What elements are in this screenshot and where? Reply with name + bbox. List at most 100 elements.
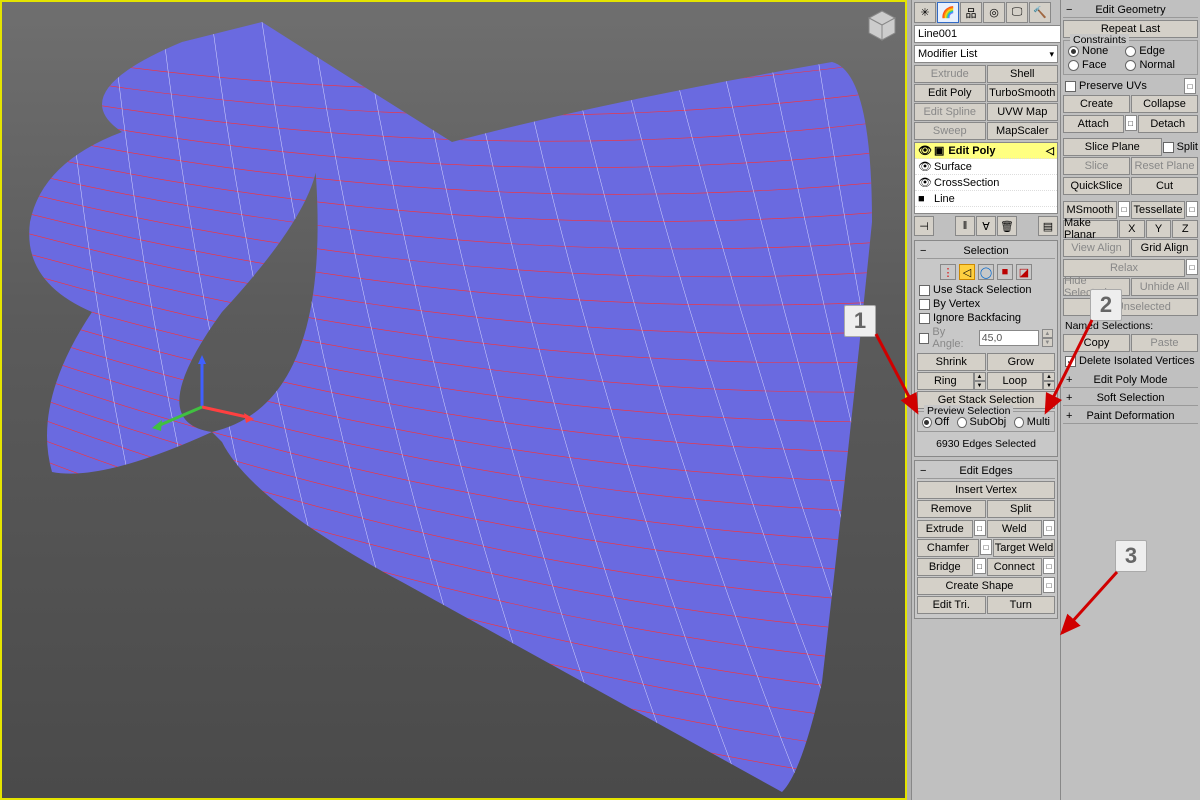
relax-settings-icon[interactable]: □ xyxy=(1186,259,1198,275)
target-weld-button[interactable]: Target Weld xyxy=(993,539,1055,557)
border-mode-icon[interactable]: ◯ xyxy=(978,264,994,280)
unhide-all-button[interactable]: Unhide All xyxy=(1131,278,1198,296)
copy-button[interactable]: Copy xyxy=(1063,334,1130,352)
cut-button[interactable]: Cut xyxy=(1131,177,1198,195)
by-angle-check[interactable]: By Angle: ▲▼ xyxy=(917,325,1055,351)
configure-sets-icon[interactable]: ▤ xyxy=(1038,216,1058,236)
chamfer-button[interactable]: Chamfer xyxy=(917,539,979,557)
insert-vertex-button[interactable]: Insert Vertex xyxy=(917,481,1055,499)
edit-geometry-header[interactable]: Edit Geometry xyxy=(1063,2,1198,18)
create-button[interactable]: Create xyxy=(1063,95,1130,113)
use-stack-selection-check[interactable]: Use Stack Selection xyxy=(917,283,1055,297)
pin-stack-icon[interactable]: ⊣ xyxy=(914,216,934,236)
bridge-settings-icon[interactable]: □ xyxy=(974,558,986,574)
angle-spinner[interactable]: ▲▼ xyxy=(1042,329,1053,347)
reset-plane-button[interactable]: Reset Plane xyxy=(1131,157,1198,175)
viewcube[interactable] xyxy=(864,8,900,44)
shrink-button[interactable]: Shrink xyxy=(917,353,986,371)
motion-tab-icon[interactable]: ◎ xyxy=(983,2,1005,23)
slice-button[interactable]: Slice xyxy=(1063,157,1130,175)
preserve-uvs-check[interactable]: Preserve UVs□ xyxy=(1063,77,1198,95)
slice-plane-button[interactable]: Slice Plane xyxy=(1063,138,1162,156)
view-align-button[interactable]: View Align xyxy=(1063,239,1130,257)
utilities-tab-icon[interactable]: 🔨 xyxy=(1029,2,1051,23)
attach-settings-icon[interactable]: □ xyxy=(1125,115,1137,131)
weld-button[interactable]: Weld xyxy=(987,520,1043,538)
hierarchy-tab-icon[interactable]: 品 xyxy=(960,2,982,23)
element-mode-icon[interactable]: ◪ xyxy=(1016,264,1032,280)
preview-subobj-radio[interactable] xyxy=(957,417,967,428)
planar-z-button[interactable]: Z xyxy=(1172,220,1198,238)
make-planar-button[interactable]: Make Planar xyxy=(1063,220,1118,238)
grid-align-button[interactable]: Grid Align xyxy=(1131,239,1198,257)
loop-spinner[interactable]: ▲▼ xyxy=(1043,372,1055,390)
show-end-result-icon[interactable]: ‖ xyxy=(955,216,975,236)
display-tab-icon[interactable]: 🖵 xyxy=(1006,2,1028,23)
remove-modifier-icon[interactable]: 🗑 xyxy=(997,216,1017,236)
extrude-button[interactable]: Extrude xyxy=(917,520,973,538)
split-button[interactable]: Split xyxy=(987,500,1056,518)
viewport[interactable] xyxy=(0,0,907,800)
turn-button[interactable]: Turn xyxy=(987,596,1056,614)
modifier-extrude-button[interactable]: Extrude xyxy=(914,65,986,83)
delete-isolated-check[interactable]: Delete Isolated Vertices xyxy=(1063,354,1198,368)
paint-deformation-header[interactable]: Paint Deformation xyxy=(1063,408,1198,424)
quickslice-button[interactable]: QuickSlice xyxy=(1063,177,1130,195)
split-check[interactable] xyxy=(1163,142,1174,153)
stack-item-surface[interactable]: 👁Surface xyxy=(915,159,1057,175)
tessellate-button[interactable]: Tessellate xyxy=(1131,201,1185,219)
tessellate-settings-icon[interactable]: □ xyxy=(1186,201,1198,217)
constraint-edge-radio[interactable] xyxy=(1125,46,1136,57)
create-shape-button[interactable]: Create Shape xyxy=(917,577,1042,595)
hide-unselected-button[interactable]: Hide Unselected xyxy=(1063,298,1198,316)
attach-button[interactable]: Attach xyxy=(1063,115,1124,133)
constraint-none-radio[interactable] xyxy=(1068,46,1079,57)
modifier-editpoly-button[interactable]: Edit Poly xyxy=(914,84,986,102)
grow-button[interactable]: Grow xyxy=(987,353,1056,371)
ring-spinner[interactable]: ▲▼ xyxy=(974,372,986,390)
constraint-face-radio[interactable] xyxy=(1068,60,1079,71)
modifier-shell-button[interactable]: Shell xyxy=(987,65,1059,83)
detach-button[interactable]: Detach xyxy=(1138,115,1199,133)
weld-settings-icon[interactable]: □ xyxy=(1043,520,1055,536)
bridge-button[interactable]: Bridge xyxy=(917,558,973,576)
modifier-sweep-button[interactable]: Sweep xyxy=(914,122,986,140)
connect-settings-icon[interactable]: □ xyxy=(1043,558,1055,574)
preview-multi-radio[interactable] xyxy=(1014,417,1024,428)
collapse-button[interactable]: Collapse xyxy=(1131,95,1198,113)
edit-tri-button[interactable]: Edit Tri. xyxy=(917,596,986,614)
modifier-editspline-button[interactable]: Edit Spline xyxy=(914,103,986,121)
remove-button[interactable]: Remove xyxy=(917,500,986,518)
preview-off-radio[interactable] xyxy=(922,417,932,428)
extrude-settings-icon[interactable]: □ xyxy=(974,520,986,536)
modifier-list-dropdown[interactable]: Modifier List xyxy=(914,45,1058,63)
edit-edges-header[interactable]: Edit Edges xyxy=(917,463,1055,479)
preserve-uvs-settings-icon[interactable]: □ xyxy=(1184,78,1196,94)
modifier-stack[interactable]: 👁▣Edit Poly👁Surface👁CrossSection■Line xyxy=(914,142,1058,214)
polygon-mode-icon[interactable]: ■ xyxy=(997,264,1013,280)
modify-tab-icon[interactable]: 🌈 xyxy=(937,2,959,23)
planar-y-button[interactable]: Y xyxy=(1146,220,1172,238)
soft-selection-header[interactable]: Soft Selection xyxy=(1063,390,1198,406)
chamfer-settings-icon[interactable]: □ xyxy=(980,539,992,555)
stack-item-line[interactable]: ■Line xyxy=(915,191,1057,207)
vertex-mode-icon[interactable]: ⋮ xyxy=(940,264,956,280)
connect-button[interactable]: Connect xyxy=(987,558,1043,576)
edit-poly-mode-header[interactable]: Edit Poly Mode xyxy=(1063,372,1198,388)
create-shape-settings-icon[interactable]: □ xyxy=(1043,577,1055,593)
loop-button[interactable]: Loop xyxy=(987,372,1044,390)
make-unique-icon[interactable]: ∀ xyxy=(976,216,996,236)
stack-item-editpoly[interactable]: 👁▣Edit Poly xyxy=(915,143,1057,159)
selection-header[interactable]: Selection xyxy=(917,243,1055,259)
planar-x-button[interactable]: X xyxy=(1119,220,1145,238)
paste-button[interactable]: Paste xyxy=(1131,334,1198,352)
edge-mode-icon[interactable]: ◁ xyxy=(959,264,975,280)
create-tab-icon[interactable]: ✳ xyxy=(914,2,936,23)
object-name-input[interactable] xyxy=(914,25,1064,43)
ignore-backfacing-check[interactable]: Ignore Backfacing xyxy=(917,311,1055,325)
stack-item-crosssection[interactable]: 👁CrossSection xyxy=(915,175,1057,191)
by-vertex-check[interactable]: By Vertex xyxy=(917,297,1055,311)
constraint-normal-radio[interactable] xyxy=(1125,60,1136,71)
modifier-uvwmap-button[interactable]: UVW Map xyxy=(987,103,1059,121)
msmooth-settings-icon[interactable]: □ xyxy=(1118,201,1130,217)
